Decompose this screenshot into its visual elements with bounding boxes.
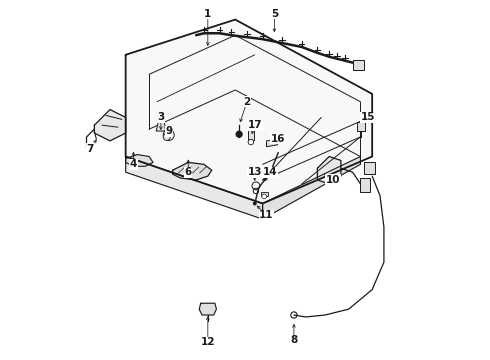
Polygon shape [267,139,277,147]
Circle shape [236,131,242,138]
Bar [261,192,268,197]
Text: 15: 15 [361,112,375,122]
Text: 12: 12 [200,337,215,347]
Text: 5: 5 [270,9,278,19]
Text: 13: 13 [247,167,262,177]
Text: 17: 17 [247,120,262,130]
Text: 4: 4 [130,159,137,169]
Bar [365,162,375,174]
Text: 16: 16 [271,134,286,144]
Text: 14: 14 [263,167,278,177]
Text: 7: 7 [87,144,94,154]
Text: 3: 3 [157,112,165,122]
Polygon shape [263,157,361,219]
Polygon shape [95,109,125,141]
Circle shape [248,139,254,145]
Polygon shape [199,303,217,315]
Circle shape [163,134,170,140]
Bar [353,60,365,69]
Polygon shape [172,162,212,180]
Text: 11: 11 [259,210,274,220]
Text: 2: 2 [244,97,250,107]
Polygon shape [125,19,372,203]
Bar [361,178,370,192]
Text: 1: 1 [204,9,212,19]
Text: 8: 8 [290,336,297,346]
Circle shape [253,202,257,206]
Circle shape [262,194,267,199]
Polygon shape [125,154,153,166]
Text: 6: 6 [185,167,192,177]
Polygon shape [125,157,263,219]
Bar [248,130,254,140]
Polygon shape [318,157,341,184]
Bar [357,122,365,131]
Text: 9: 9 [165,126,172,136]
Text: 10: 10 [326,175,340,185]
Polygon shape [156,120,166,131]
